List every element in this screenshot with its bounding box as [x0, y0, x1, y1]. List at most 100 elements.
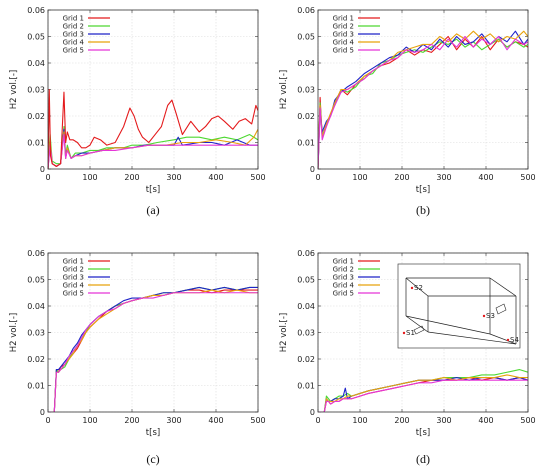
legend-label: Grid 5 [63, 47, 84, 55]
x-tick-label: 0 [315, 173, 320, 182]
x-tick-label: 100 [82, 173, 97, 182]
plot-frame [47, 9, 259, 170]
chart-d: 0 100 200 300 400 500 0 0.01 0.02 0.03 0.04 0.05 0.0… [279, 249, 536, 466]
legend-label: Grid 4 [63, 282, 85, 290]
x-tick-label: 500 [520, 173, 535, 182]
series-grid-5 [318, 35, 528, 169]
sensor-marker [402, 331, 406, 335]
y-axis-label: H2 vol.[-] [279, 313, 289, 353]
x-tick-label: 200 [124, 173, 139, 182]
sensor-label: S2 [414, 284, 423, 292]
inset-edge [405, 277, 429, 297]
y-tick-label: 0.02 [27, 355, 45, 364]
y-tick-label: 0.04 [297, 59, 315, 68]
x-axis-label: t[s] [146, 185, 160, 195]
y-tick-label: 0.01 [27, 139, 45, 148]
x-tick-label: 200 [124, 416, 139, 425]
panel-caption: (c) [146, 452, 159, 466]
y-tick-label: 0.05 [27, 33, 45, 42]
sensor-marker [482, 314, 486, 318]
series-grid-1 [48, 88, 258, 169]
x-tick-label: 100 [352, 173, 367, 182]
y-tick-label: 0.02 [297, 355, 315, 364]
legend-label: Grid 2 [333, 266, 354, 274]
inset-vent [495, 303, 507, 315]
legend-label: Grid 4 [333, 282, 355, 290]
legend-label: Grid 5 [333, 290, 354, 298]
x-tick-label: 300 [166, 173, 181, 182]
x-tick-label: 100 [82, 416, 97, 425]
x-tick-label: 500 [250, 173, 265, 182]
series-grid-1 [318, 35, 528, 169]
x-axis-label: t[s] [416, 428, 430, 438]
panel-caption: (a) [146, 203, 159, 217]
sensor-label: S4 [510, 336, 519, 344]
y-tick-label: 0.04 [297, 302, 315, 311]
series-grid-2 [318, 38, 528, 169]
x-tick-label: 300 [166, 416, 181, 425]
y-tick-label: 0.06 [297, 6, 315, 15]
y-tick-label: 0.03 [297, 329, 315, 338]
x-tick-label: 400 [478, 416, 493, 425]
x-tick-label: 300 [436, 416, 451, 425]
y-tick-label: 0.05 [297, 33, 315, 42]
series-grid-3 [48, 128, 258, 169]
legend-label: Grid 4 [333, 39, 355, 47]
legend-label: Grid 1 [63, 258, 84, 266]
chart-c: 0 100 200 300 400 500 0 0.01 0.02 0.03 0.04 0.05 0.0… [9, 249, 266, 466]
x-tick-label: 0 [45, 173, 50, 182]
x-tick-label: 500 [520, 416, 535, 425]
y-tick-label: 0.06 [27, 249, 45, 258]
legend-label: Grid 2 [333, 23, 354, 31]
legend-label: Grid 1 [333, 258, 354, 266]
y-tick-label: 0.03 [27, 86, 45, 95]
legend-label: Grid 5 [63, 290, 84, 298]
x-tick-label: 400 [208, 173, 223, 182]
legend-label: Grid 3 [333, 31, 354, 39]
sensor-marker [410, 286, 414, 290]
series-grid-2 [318, 369, 528, 412]
x-tick-label: 400 [208, 416, 223, 425]
inset-edge [489, 277, 517, 297]
inset-edge [489, 333, 517, 345]
x-axis-label: t[s] [416, 185, 430, 195]
sensor-label: S1 [406, 329, 415, 337]
x-tick-label: 0 [315, 416, 320, 425]
legend-label: Grid 1 [333, 15, 354, 23]
chart-a: 0 100 200 300 400 500 0 0.01 0.02 0.03 0.04 0.05 0.0… [9, 6, 266, 217]
sensor-label: S3 [486, 312, 495, 320]
inset-edge [405, 315, 429, 333]
plot-frame [317, 252, 529, 413]
y-axis-label: H2 vol.[-] [9, 313, 19, 353]
series-grid-2 [48, 126, 258, 169]
legend-label: Grid 4 [63, 39, 85, 47]
y-tick-label: 0.01 [297, 139, 315, 148]
chart-b: 0 100 200 300 400 500 0 0.01 0.02 0.03 0.04 0.05 0.0… [279, 6, 536, 217]
series-grid-4 [48, 289, 258, 412]
y-tick-label: 0.04 [27, 302, 45, 311]
y-tick-label: 0.02 [297, 112, 315, 121]
series-grid-5 [48, 292, 258, 412]
legend-label: Grid 2 [63, 23, 84, 31]
y-tick-label: 0.03 [297, 86, 315, 95]
y-tick-label: 0 [40, 408, 45, 417]
legend-label: Grid 5 [333, 47, 354, 55]
series-grid-4 [318, 374, 528, 412]
y-tick-label: 0.05 [27, 276, 45, 285]
x-axis-label: t[s] [146, 428, 160, 438]
legend-label: Grid 3 [63, 31, 84, 39]
y-axis-label: H2 vol.[-] [9, 70, 19, 110]
x-tick-label: 200 [394, 173, 409, 182]
inset-vent [413, 325, 425, 335]
x-tick-label: 200 [394, 416, 409, 425]
legend-label: Grid 3 [63, 274, 84, 282]
y-tick-label: 0 [310, 408, 315, 417]
inset-edge [427, 331, 517, 345]
legend-label: Grid 1 [63, 15, 84, 23]
panel-caption: (b) [416, 203, 430, 217]
series-grid-1 [48, 289, 258, 412]
inset-edge [405, 315, 491, 335]
y-tick-label: 0.02 [27, 112, 45, 121]
x-tick-label: 400 [478, 173, 493, 182]
